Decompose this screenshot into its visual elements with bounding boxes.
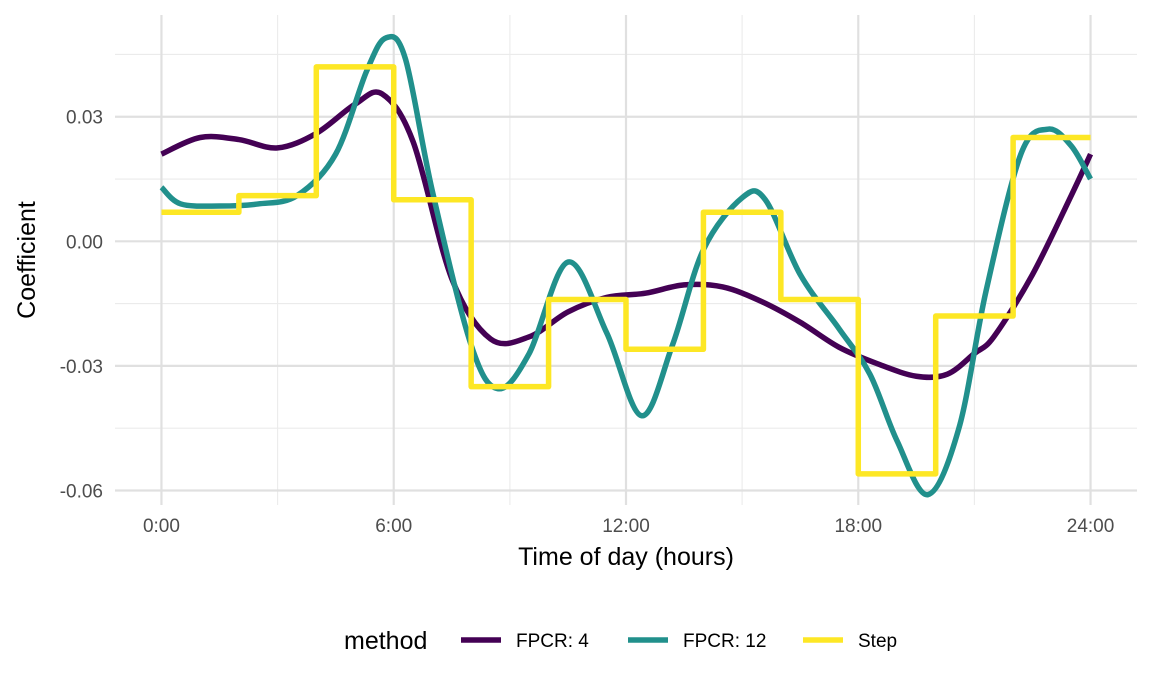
x-axis-tick-labels: 0:00 6:00 12:00 18:00 24:00	[143, 516, 1114, 537]
grid	[115, 15, 1137, 505]
x-tick-label: 6:00	[375, 516, 412, 537]
y-tick-label: -0.06	[60, 481, 103, 502]
legend-title: method	[344, 627, 427, 655]
x-axis-title: Time of day (hours)	[518, 543, 734, 571]
series-line-fpcr-12	[159, 33, 1093, 498]
y-axis-tick-labels: -0.06 -0.03 0.00 0.03	[60, 108, 103, 503]
legend-label-fpcr-12: FPCR: 12	[683, 631, 766, 652]
series-lines	[159, 33, 1094, 498]
legend-label-fpcr-4: FPCR: 4	[516, 631, 589, 652]
x-tick-label: 12:00	[602, 516, 650, 537]
legend: method FPCR: 4 FPCR: 12 Step	[344, 627, 897, 655]
x-tick-label: 18:00	[834, 516, 882, 537]
x-tick-label: 0:00	[143, 516, 180, 537]
y-tick-label: -0.03	[60, 357, 103, 378]
series-line-step	[161, 64, 1091, 477]
legend-label-step: Step	[858, 631, 897, 652]
x-tick-label: 24:00	[1067, 516, 1115, 537]
y-axis-title: Coefficient	[13, 201, 41, 319]
y-tick-label: 0.03	[66, 108, 103, 129]
y-tick-label: 0.00	[66, 232, 103, 253]
